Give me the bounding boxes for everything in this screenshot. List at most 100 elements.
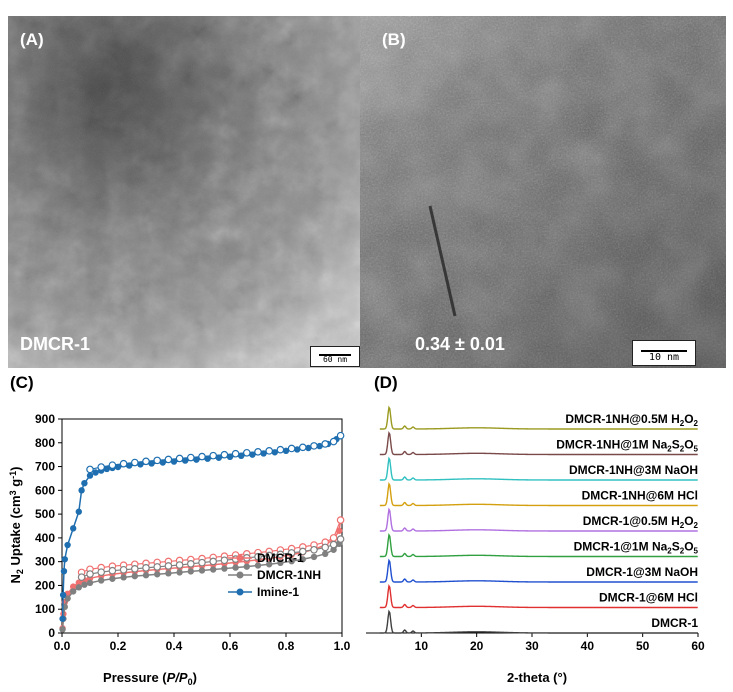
adsorption-point: [137, 461, 144, 468]
adsorption-point: [176, 569, 183, 576]
pattern-line: [379, 507, 698, 532]
adsorption-point: [75, 508, 83, 515]
pattern-6: DMCR-1@3M NaOH: [379, 558, 698, 583]
x-tick-label: 40: [581, 639, 595, 653]
desorption-point: [142, 564, 150, 572]
desorption-point: [153, 456, 162, 465]
x-tick-label: 50: [636, 639, 650, 653]
pattern-label: DMCR-1@0.5M H2O2: [583, 514, 699, 530]
desorption-point: [86, 570, 94, 578]
adsorption-point: [187, 568, 194, 575]
adsorption-point: [59, 615, 66, 622]
desorption-point: [276, 550, 285, 559]
adsorption-point: [131, 572, 138, 580]
x-tick-label: 0.8: [278, 639, 295, 653]
adsorption-point: [142, 572, 150, 579]
desorption-point: [86, 465, 94, 474]
x-axis-label: Pressure (P/P0): [103, 670, 197, 687]
isotherm-legend: DMCR-1 DMCR-1NH Imine-1: [228, 551, 321, 599]
adsorption-point: [86, 579, 94, 587]
tem-image-a-texture: [8, 16, 360, 368]
y-tick-label: 200: [35, 578, 55, 592]
adsorption-point: [204, 455, 211, 462]
adsorption-point: [70, 583, 77, 590]
panel-label-b: (B): [382, 30, 406, 49]
adsorption-point: [254, 562, 262, 569]
x-tick-label: 0.6: [222, 639, 239, 653]
adsorption-point: [288, 557, 295, 565]
legend-label: DMCR-1: [257, 551, 304, 565]
adsorption-point: [64, 541, 71, 549]
legend-label: DMCR-1NH: [257, 568, 321, 582]
pattern-label: DMCR-1NH@6M HCl: [582, 489, 698, 503]
pattern-label: DMCR-1NH@0.5M H2O2: [565, 412, 698, 428]
adsorption-point: [210, 566, 217, 573]
adsorption-point: [86, 472, 94, 479]
desorption-point: [119, 459, 128, 468]
desorption-point: [187, 453, 195, 462]
tem-image-b: (B) 0.34 ± 0.01 10 nm: [360, 16, 726, 368]
lattice-spacing-label: 0.34 ± 0.01: [415, 334, 505, 354]
y-tick-label: 0: [48, 626, 55, 640]
x-tick-label: 0.2: [110, 639, 127, 653]
pattern-3: DMCR-1NH@6M HCl: [379, 482, 698, 507]
desorption-point: [336, 535, 345, 543]
desorption-point: [97, 568, 106, 576]
desorption-point: [131, 565, 139, 573]
x-axis-label: 2-theta (°): [507, 670, 567, 685]
plot-frame: [61, 418, 343, 634]
tem-image-b-texture: [360, 16, 726, 368]
desorption-point: [336, 431, 345, 440]
adsorption-point: [154, 571, 161, 578]
adsorption-point: [81, 480, 88, 487]
x-tick-label: 20: [470, 639, 484, 653]
y-tick-label: 400: [35, 531, 55, 545]
legend-label: Imine-1: [257, 585, 299, 599]
adsorption-point: [64, 595, 71, 602]
desorption-point: [287, 549, 296, 557]
adsorption-point: [215, 454, 222, 461]
pxrd-plot-area: 10 20 30 40 50 60 DMCR-1NH@0.5M H2O2 DMCR-1NH@1…: [366, 405, 705, 653]
adsorption-point: [98, 577, 105, 584]
x-tick-label: 1.0: [334, 639, 351, 653]
desorption-point: [187, 560, 195, 568]
desorption-point: [287, 444, 296, 453]
desorption-point: [310, 545, 318, 554]
adsorption-point: [92, 469, 99, 476]
desorption-point: [209, 557, 218, 566]
x-tick-label: 30: [525, 639, 539, 653]
adsorption-point: [70, 588, 77, 595]
desorption-point: [153, 563, 162, 571]
adsorption-point: [198, 567, 206, 574]
pattern-label: DMCR-1@3M NaOH: [586, 565, 698, 579]
desorption-point: [329, 534, 338, 542]
adsorption-point: [60, 567, 68, 575]
desorption-point: [298, 547, 307, 556]
adsorption-point: [243, 563, 250, 570]
pattern-line: [379, 456, 698, 481]
pattern-line: [379, 405, 698, 430]
pattern-label: DMCR-1@6M HCl: [599, 591, 698, 605]
desorption-point: [97, 463, 106, 471]
pattern-label: DMCR-1@1M Na2S2O5: [574, 540, 699, 556]
adsorption-point: [114, 463, 122, 471]
desorption-point: [243, 448, 251, 457]
adsorption-point: [59, 626, 66, 633]
adsorption-point: [59, 591, 67, 599]
pattern-2: DMCR-1NH@3M NaOH: [379, 456, 698, 481]
adsorption-point: [165, 570, 172, 577]
pattern-1: DMCR-1NH@1M Na2S2O5: [379, 431, 699, 456]
adsorption-point: [238, 452, 245, 460]
adsorption-point: [221, 565, 228, 572]
x-tick-label: 60: [691, 639, 705, 653]
scale-bar-a-label: 60 nm: [322, 355, 348, 364]
desorption-point: [265, 447, 274, 455]
adsorption-point: [75, 584, 83, 591]
y-tick-label: 900: [35, 412, 55, 426]
pxrd-chart: 10 20 30 40 50 60 DMCR-1NH@0.5M H2O2 DMCR-1NH@1…: [366, 405, 705, 685]
adsorption-point: [75, 579, 83, 586]
pattern-label: DMCR-1: [651, 616, 698, 630]
y-tick-label: 600: [35, 483, 55, 497]
adsorption-point: [226, 453, 234, 461]
adsorption-point: [322, 550, 329, 558]
